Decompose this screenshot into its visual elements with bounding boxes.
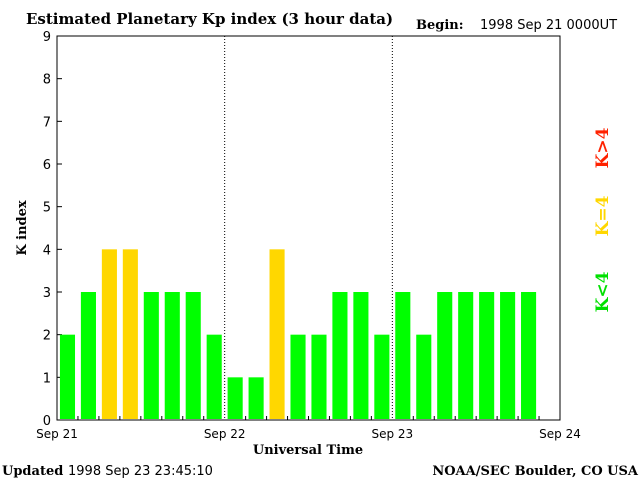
- kp-bar: [227, 377, 243, 419]
- kp-bar: [479, 292, 495, 419]
- kp-bar: [164, 292, 180, 419]
- begin-value: 1998 Sep 21 0000UT: [480, 18, 617, 33]
- x-tick-label: Sep 23: [371, 427, 413, 441]
- kp-bar: [395, 292, 411, 419]
- kp-bar: [458, 292, 474, 419]
- legend-low: K<4: [593, 271, 613, 312]
- kp-bar: [206, 334, 222, 419]
- chart-title: Estimated Planetary Kp index (3 hour dat…: [26, 10, 393, 28]
- x-tick-label: Sep 22: [204, 427, 246, 441]
- x-tick-label: Sep 24: [539, 427, 581, 441]
- kp-bar: [416, 334, 432, 419]
- y-axis-label: K index: [15, 200, 30, 256]
- y-tick-label: 5: [43, 201, 51, 216]
- kp-bar: [143, 292, 159, 419]
- kp-bar: [332, 292, 348, 419]
- kp-bar: [59, 334, 76, 419]
- y-tick-label: 3: [43, 286, 51, 301]
- kp-bar: [374, 334, 390, 419]
- kp-bar: [500, 292, 516, 419]
- kp-bar: [353, 292, 369, 419]
- x-axis-label: Universal Time: [253, 443, 363, 458]
- y-tick-label: 4: [43, 243, 51, 258]
- updated-value: 1998 Sep 23 23:45:10: [68, 464, 213, 479]
- y-tick-label: 0: [43, 414, 51, 429]
- kp-bar: [290, 334, 306, 419]
- legend-high: K>4: [593, 127, 613, 168]
- y-tick-label: 8: [43, 73, 51, 88]
- kp-bar: [521, 292, 537, 419]
- x-tick-label: Sep 21: [36, 427, 78, 441]
- y-tick-label: 9: [43, 30, 51, 45]
- legend-equal: K=4: [593, 195, 613, 236]
- y-tick-label: 6: [43, 158, 51, 173]
- kp-bar: [248, 377, 264, 419]
- kp-bar: [269, 249, 285, 419]
- kp-bar: [185, 292, 201, 419]
- y-tick-label: 7: [43, 115, 51, 130]
- source-credit: NOAA/SEC Boulder, CO USA: [432, 464, 639, 479]
- kp-bar: [122, 249, 138, 419]
- kp-bar: [437, 292, 453, 419]
- y-tick-label: 1: [43, 371, 51, 386]
- kp-bar: [80, 292, 96, 419]
- begin-label: Begin:: [416, 18, 464, 33]
- updated-label: Updated: [2, 464, 63, 479]
- y-tick-label: 2: [43, 329, 51, 344]
- kp-bar: [101, 249, 117, 419]
- kp-bar: [311, 334, 327, 419]
